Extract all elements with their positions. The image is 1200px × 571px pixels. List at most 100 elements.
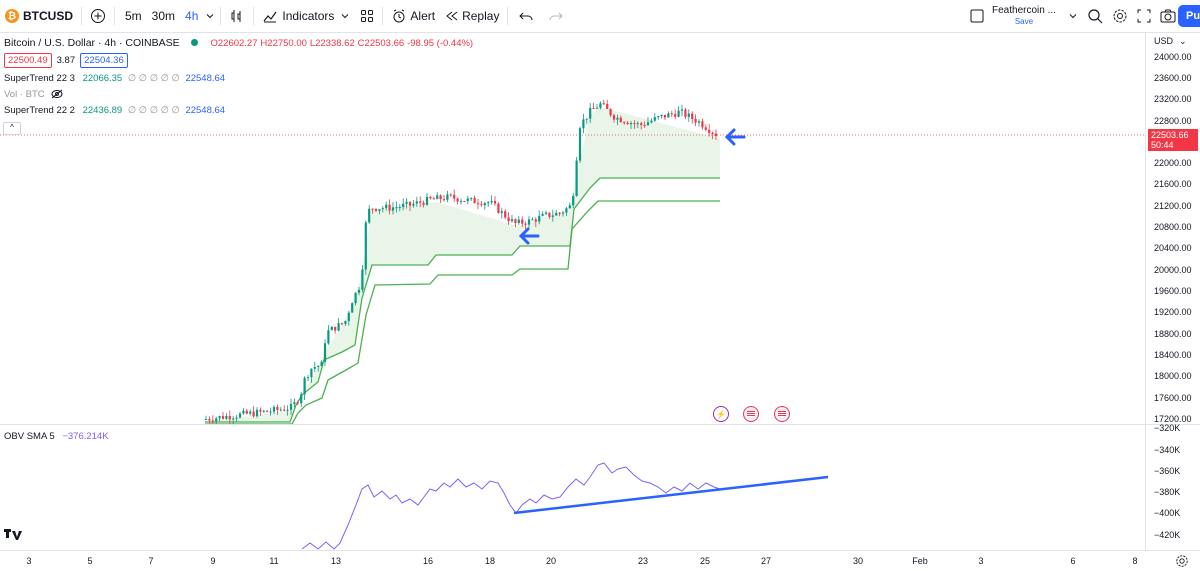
obv-legend[interactable]: OBV SMA 5 −376.214K	[4, 431, 109, 442]
candle-body	[595, 107, 599, 109]
obv-scale[interactable]: −320K −340K −360K −380K −400K −420K	[1145, 423, 1200, 550]
time-tick: 3	[26, 556, 32, 566]
candle-body	[650, 120, 653, 123]
candle-body	[476, 203, 480, 205]
indicator-legend-supertrend-3[interactable]: SuperTrend 22 3 22066.35 ∅ ∅ ∅ ∅ ∅ 22548…	[4, 73, 225, 84]
candle-body	[306, 377, 310, 379]
indicator-empty-values: ∅ ∅ ∅ ∅ ∅	[127, 105, 180, 116]
candle-body	[347, 312, 350, 322]
us-flag-event-icon[interactable]	[774, 406, 790, 422]
camera-icon	[1160, 9, 1176, 23]
fullscreen-button[interactable]	[1132, 0, 1156, 32]
candle-body	[364, 222, 367, 270]
replay-label: Replay	[462, 9, 500, 23]
candle-body	[228, 416, 231, 420]
chevron-down-icon[interactable]: ⌄	[1179, 36, 1187, 46]
publish-button[interactable]: Pu	[1178, 5, 1200, 27]
price-chart[interactable]	[0, 33, 1145, 424]
market-status-dot[interactable]	[190, 39, 198, 46]
price-tick: 18400.00	[1154, 350, 1192, 360]
trendline[interactable]	[513, 475, 829, 515]
candle-body	[459, 200, 463, 202]
settings-button[interactable]	[1107, 0, 1133, 32]
candle-body	[225, 416, 228, 419]
candle-body	[436, 195, 439, 200]
sell-price-button[interactable]: 22500.49	[4, 53, 52, 68]
candle-body	[283, 409, 286, 411]
candle-body	[245, 410, 248, 414]
main-chart-pane[interactable]: Bitcoin / U.S. Dollar · 4h · COINBASE O2…	[0, 33, 1145, 424]
chevron-down-icon	[1069, 14, 1077, 19]
obv-chart[interactable]	[0, 425, 1145, 550]
candle-body	[640, 123, 643, 125]
time-tick: 16	[422, 556, 434, 566]
candle-body	[568, 205, 571, 209]
tradingview-logo[interactable]	[4, 529, 22, 544]
candle-body	[629, 122, 633, 125]
symbol-search[interactable]: ₿ BTCUSD	[0, 0, 78, 32]
buy-price-button[interactable]: 22504.36	[80, 53, 128, 68]
candle-body	[626, 122, 629, 125]
interval-30m[interactable]: 30m	[151, 9, 176, 23]
candle-body	[323, 343, 327, 362]
obv-pane[interactable]: OBV SMA 5 −376.214K	[0, 425, 1145, 550]
candle-body	[531, 219, 534, 221]
candle-body	[663, 114, 667, 118]
gear-icon[interactable]	[1175, 554, 1189, 568]
undo-button[interactable]	[511, 0, 541, 32]
candle-body	[344, 321, 347, 324]
candle-body	[368, 208, 371, 223]
candle-body	[697, 121, 701, 123]
time-axis[interactable]: 3 5 7 9 11 13 16 18 20 23 25 27 30 Feb 3…	[0, 550, 1200, 571]
candle-body	[633, 122, 636, 124]
alert-icon	[393, 9, 405, 23]
alert-button[interactable]: Alert	[386, 0, 440, 32]
chart-style-button[interactable]	[224, 0, 250, 32]
lightning-event-icon[interactable]: ⚡	[713, 406, 729, 422]
currency-selector[interactable]: USD	[1154, 36, 1174, 46]
candle-body	[585, 118, 588, 120]
candle-body	[238, 413, 242, 418]
candle-body	[551, 215, 554, 217]
candle-body	[310, 368, 313, 378]
chevron-down-icon[interactable]	[205, 11, 215, 21]
collapse-legend-button[interactable]: ^	[3, 122, 21, 135]
candle-body	[255, 409, 259, 417]
symbol-description[interactable]: Bitcoin / U.S. Dollar · 4h · COINBASE	[4, 37, 180, 49]
time-tick: 9	[210, 556, 216, 566]
candle-body	[269, 411, 272, 413]
search-button[interactable]	[1082, 0, 1108, 32]
price-scale[interactable]: USD ⌄ 24000.00 23600.00 23200.00 22800.0…	[1145, 33, 1200, 424]
eye-off-icon[interactable]	[51, 89, 63, 99]
snapshot-button[interactable]	[1155, 0, 1181, 32]
obv-tick: −420K	[1154, 530, 1181, 540]
compare-button[interactable]	[85, 0, 111, 32]
layout-name-button[interactable]: Feathercoin ... Save	[965, 0, 1083, 32]
candle-body	[351, 303, 354, 313]
candle-body	[524, 223, 527, 225]
layouts-button[interactable]	[355, 0, 379, 32]
pane-separator[interactable]	[0, 424, 1200, 425]
us-flag-event-icon[interactable]	[743, 406, 759, 422]
price-tick: 19200.00	[1154, 307, 1192, 317]
candle-body	[643, 124, 646, 126]
obv-line	[301, 462, 721, 550]
interval-5m[interactable]: 5m	[125, 9, 142, 23]
indicator-legend-supertrend-2[interactable]: SuperTrend 22 2 22436.89 ∅ ∅ ∅ ∅ ∅ 22548…	[4, 105, 225, 116]
replay-button[interactable]: Replay	[440, 0, 504, 32]
candle-body	[289, 404, 293, 410]
redo-button[interactable]	[541, 0, 571, 32]
candle-body	[317, 366, 320, 368]
candle-body	[521, 219, 524, 224]
candle-body	[691, 113, 694, 120]
interval-4h[interactable]: 4h	[185, 9, 199, 23]
candle-body	[272, 407, 276, 412]
time-tick: 5	[87, 556, 93, 566]
time-tick: 8	[1132, 556, 1138, 566]
indicator-legend-volume[interactable]: Vol · BTC	[4, 89, 63, 100]
candle-body	[402, 203, 405, 208]
indicators-button[interactable]: Indicators	[257, 0, 355, 32]
candle-body	[361, 269, 364, 290]
chevron-down-icon	[342, 14, 349, 19]
price-tick: 17200.00	[1154, 414, 1192, 424]
